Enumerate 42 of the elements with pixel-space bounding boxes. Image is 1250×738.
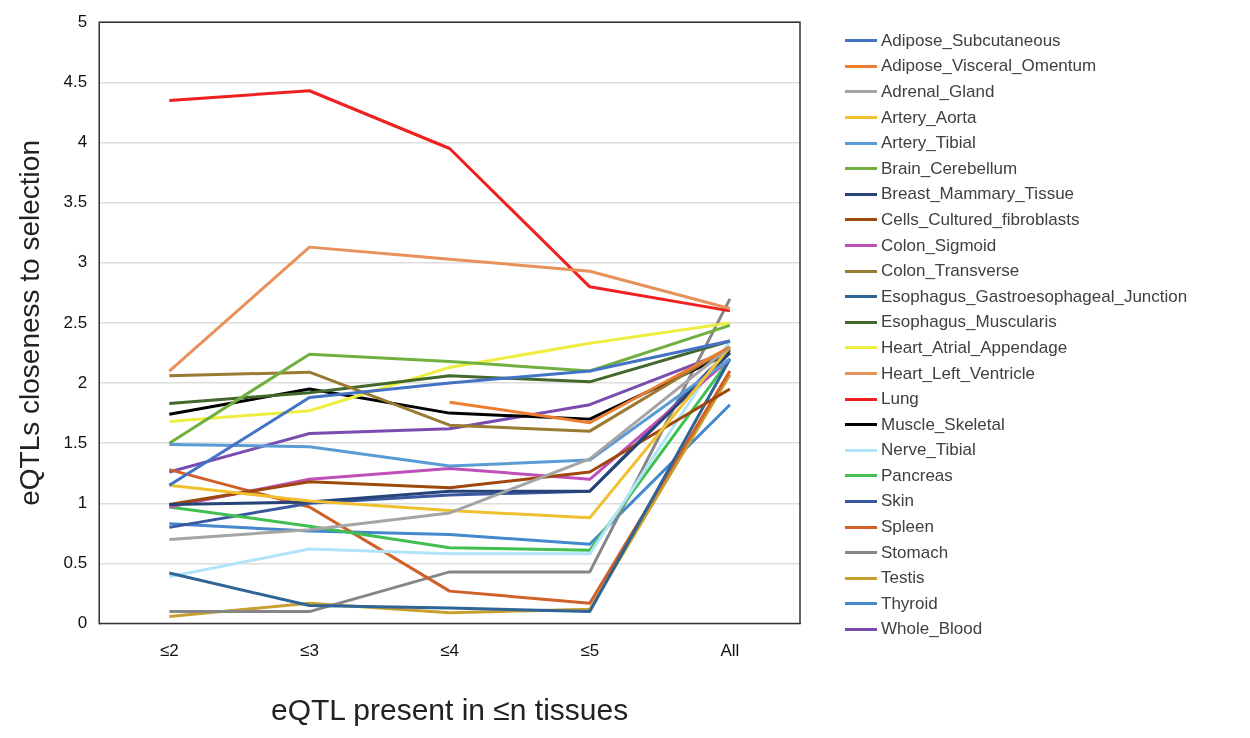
legend-label: Whole_Blood: [881, 619, 983, 640]
legend-label: Cells_Cultured_fibroblasts: [881, 209, 1080, 230]
y-tick-label: 0: [77, 613, 88, 633]
legend-label: Thyroid: [881, 593, 938, 614]
legend-label: Esophagus_Gastroesophageal_Junction: [881, 286, 1188, 307]
y-tick-label: 0.5: [63, 553, 88, 573]
y-axis-title: eQTLs closeness to selection: [13, 140, 45, 506]
legend-label: Heart_Left_Ventricle: [881, 363, 1036, 384]
legend-label: Artery_Aorta: [881, 107, 977, 128]
x-tick-label: ≤3: [300, 641, 319, 661]
y-tick-label: 5: [77, 11, 88, 31]
legend-label: Colon_Sigmoid: [881, 235, 997, 256]
x-tick-label: ≤2: [159, 641, 179, 661]
legend-label: Adipose_Visceral_Omentum: [881, 56, 1097, 77]
y-tick-label: 4.5: [63, 72, 88, 92]
legend-label: Adrenal_Gland: [881, 81, 995, 102]
legend-label: Breast_Mammary_Tissue: [881, 184, 1075, 205]
legend-label: Testis: [881, 568, 925, 589]
x-tick-label: ≤4: [440, 641, 460, 661]
legend-label: Artery_Tibial: [881, 133, 976, 154]
x-axis-title: eQTL present in ≤n tissues: [271, 693, 629, 727]
legend-label: Colon_Transverse: [881, 261, 1020, 282]
legend-label: Nerve_Tibial: [881, 440, 976, 461]
x-tick-label: All: [720, 641, 740, 661]
legend-label: Lung: [881, 389, 919, 410]
legend-label: Heart_Atrial_Appendage: [881, 337, 1068, 358]
x-tick-label: ≤5: [580, 641, 600, 661]
y-tick-label: 1.5: [63, 432, 88, 452]
y-tick-label: 2.5: [63, 312, 88, 332]
legend-label: Stomach: [881, 542, 949, 563]
legend-label: Brain_Cerebellum: [881, 158, 1018, 179]
legend-label: Pancreas: [881, 465, 953, 486]
legend-label: Skin: [881, 491, 915, 512]
legend-label: Esophagus_Muscularis: [881, 312, 1057, 333]
legend-label: Muscle_Skeletal: [881, 414, 1005, 435]
y-tick-label: 3: [77, 252, 88, 272]
legend-label: Spleen: [881, 517, 934, 538]
y-tick-label: 1: [77, 493, 88, 513]
legend-label: Adipose_Subcutaneous: [881, 30, 1061, 51]
y-tick-label: 2: [77, 372, 88, 392]
y-tick-label: 3.5: [63, 192, 88, 212]
y-tick-label: 4: [77, 132, 88, 152]
